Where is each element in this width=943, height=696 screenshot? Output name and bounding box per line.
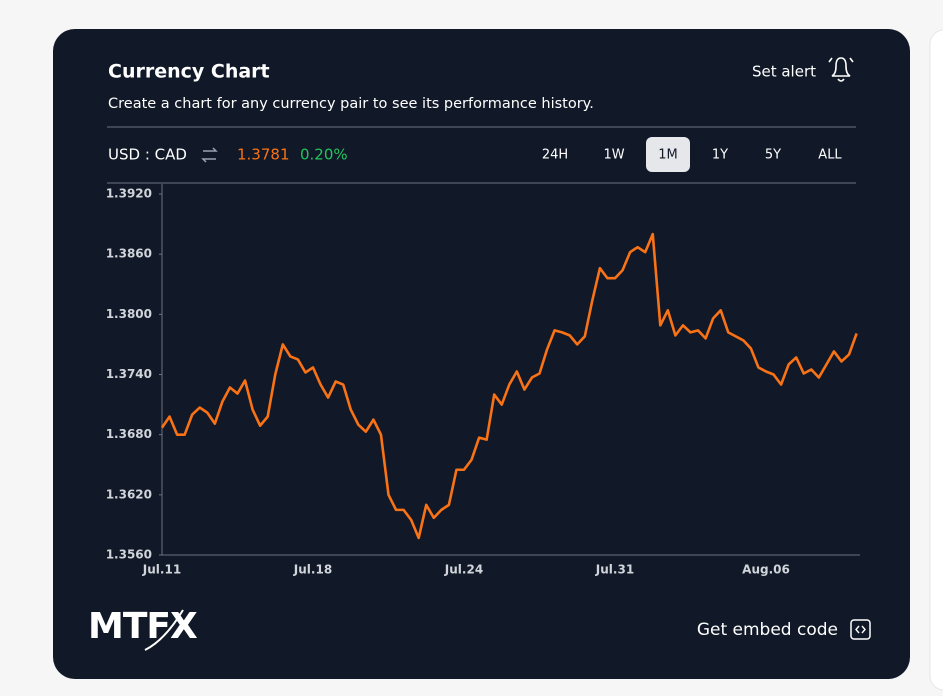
embed-button[interactable]: Get embed code: [697, 619, 871, 640]
y-tick-label: 1.3620: [106, 487, 152, 501]
range-button-label: 1W: [603, 148, 624, 163]
range-button[interactable]: 1M: [646, 137, 690, 172]
widget-card: [53, 29, 910, 679]
range-button[interactable]: ALL: [818, 148, 842, 163]
swap-icon[interactable]: [201, 147, 218, 163]
y-tick-label: 1.3560: [106, 548, 152, 562]
range-button-label: ALL: [818, 148, 842, 163]
price-line: [160, 232, 858, 540]
y-tick-label: 1.3740: [106, 367, 152, 381]
embed-icon: [850, 619, 871, 640]
range-button-label: 24H: [542, 148, 568, 163]
pair-change: 0.20%: [300, 146, 348, 164]
set-alert-label: Set alert: [752, 63, 816, 81]
side-card: [929, 29, 943, 691]
y-tick-label: 1.3680: [106, 427, 152, 441]
widget-title: Currency Chart: [108, 61, 270, 83]
chart: 1.3560 1.3620 1.3680 1.3740 1.3800 1.3860 1.39…: [106, 184, 860, 577]
bell-icon: [828, 57, 854, 82]
pair-rate: 1.3781: [237, 146, 290, 164]
set-alert[interactable]: Set alert: [752, 57, 854, 82]
y-tick-label: 1.3800: [106, 307, 152, 321]
x-tick-label: Jul.24: [444, 563, 483, 577]
y-tick-label: 1.3860: [106, 247, 152, 261]
x-tick-label: Jul.11: [142, 563, 181, 577]
range-button[interactable]: 1Y: [712, 148, 728, 163]
embed-icon-code: [855, 625, 866, 634]
widget-subtitle: Create a chart for any currency pair to …: [108, 96, 594, 112]
range-button-label: 5Y: [765, 148, 781, 163]
pair-name: USD : CAD: [108, 146, 187, 164]
range-button-label: 1Y: [712, 148, 728, 163]
x-tick-label: Jul.18: [293, 563, 332, 577]
x-tick-label: Jul.31: [595, 563, 634, 577]
range-button-bg: [646, 137, 690, 172]
logo-swoosh: [144, 609, 184, 651]
embed-label: Get embed code: [697, 620, 838, 640]
range-buttons: 24H 1W 1M 1Y 5Y ALL: [542, 137, 842, 172]
range-button[interactable]: 5Y: [765, 148, 781, 163]
range-button-label: 1M: [658, 148, 678, 163]
range-button[interactable]: 1W: [603, 148, 624, 163]
x-tick-label: Aug.06: [742, 563, 790, 577]
y-tick-label: 1.3920: [106, 187, 152, 201]
range-button[interactable]: 24H: [542, 148, 568, 163]
